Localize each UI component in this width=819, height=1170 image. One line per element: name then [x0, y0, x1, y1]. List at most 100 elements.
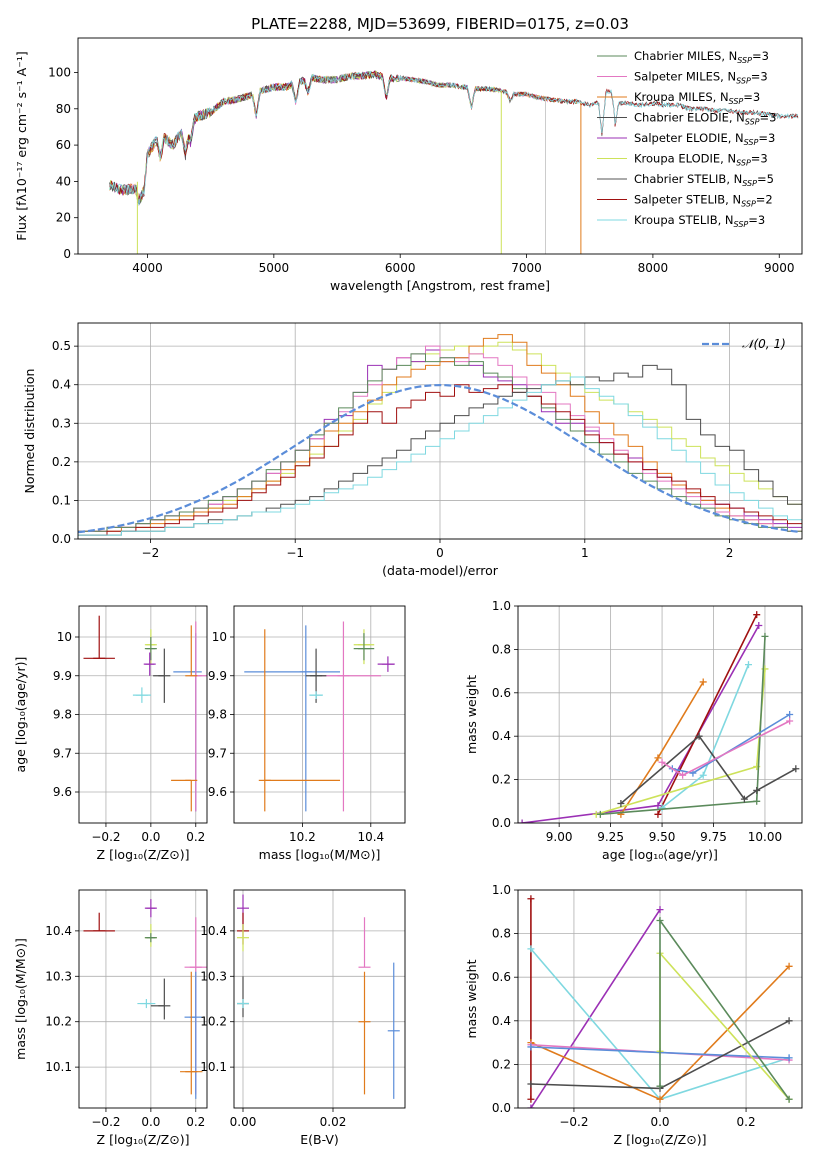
- x-tick-label: 0.2: [186, 1115, 205, 1129]
- y-tick-label: 100: [48, 65, 71, 79]
- y-tick-label: 0.6: [492, 686, 511, 700]
- x-tick-label: 10.2: [289, 830, 316, 844]
- y-tick-label: 9.7: [208, 746, 227, 760]
- axes-frame: 10.2 10.4 9.6 9.7 9.8 9.9 10 mass [log₁₀(M/M⊙)]: [208, 605, 406, 862]
- y-tick-label: 0.5: [52, 339, 71, 353]
- weight-marker: [699, 678, 707, 686]
- plot-area: [244, 621, 395, 812]
- y-tick-label: 0.1: [52, 493, 71, 507]
- weight-marker: [792, 765, 800, 773]
- plot-area: [109, 70, 799, 254]
- x-tick-label: 8000: [638, 261, 669, 275]
- y-tick-label: 9.8: [208, 708, 227, 722]
- x-axis-label: mass [log₁₀(M/M⊙)]: [259, 847, 381, 862]
- y-tick-label: 0: [63, 247, 71, 261]
- weight-marker: [658, 804, 666, 812]
- panel-residuals: −2 −1 0 1 2 0.0 0.1 0.2 0.3 0.4 0.5 (data-model)/er…: [22, 322, 803, 578]
- weight-marker: [761, 632, 769, 640]
- legend-label: Salpeter STELIB, NSSP=2: [634, 193, 773, 209]
- x-tick-label: 5000: [259, 261, 290, 275]
- weight-marker: [744, 661, 752, 669]
- legend-label: Chabrier STELIB, NSSP=5: [634, 172, 774, 188]
- x-tick-label: −2: [142, 546, 160, 560]
- axes-frame: −2 −1 0 1 2 0.0 0.1 0.2 0.3 0.4 0.5 (data-model)/er…: [22, 322, 803, 578]
- panel-weight_vs_Z: −0.2 0.0 0.2 0.0 0.2 0.4 0.6 0.8 1.0 Z [log₁₀(Z/Z…: [464, 883, 803, 1147]
- x-tick-label: 1: [581, 546, 589, 560]
- x-axis-label: wavelength [Angstrom, rest frame]: [330, 278, 550, 293]
- y-tick-label: 0.0: [492, 816, 511, 830]
- weight-marker: [596, 810, 604, 818]
- weight-marker: [699, 771, 707, 779]
- x-tick-label: 7000: [511, 261, 542, 275]
- weight-marker: [654, 802, 662, 810]
- x-tick-label: −1: [286, 546, 304, 560]
- y-tick-label: 9.6: [208, 785, 227, 799]
- y-axis-label: age [log₁₀(age/yr)]: [13, 657, 28, 773]
- y-tick-label: 9.9: [53, 669, 72, 683]
- y-tick-label: 9.7: [53, 746, 72, 760]
- x-tick-label: 0: [436, 546, 444, 560]
- y-tick-label: 1.0: [492, 883, 511, 897]
- weight-marker: [654, 754, 662, 762]
- axes-border: [77, 322, 803, 540]
- y-tick-label: 0.6: [492, 970, 511, 984]
- y-tick-label: 0.2: [52, 455, 71, 469]
- y-tick-label: 0.2: [492, 773, 511, 787]
- weight-line-1: [530, 909, 661, 1108]
- x-tick-label: −0.2: [91, 830, 120, 844]
- x-tick-label: −0.2: [91, 1115, 120, 1129]
- legend-label: Kroupa MILES, NSSP=3: [634, 90, 760, 106]
- y-axis-label: mass weight: [464, 959, 479, 1038]
- plot-area: [83, 899, 207, 1099]
- axes-frame: −0.2 0.0 0.2 0.0 0.2 0.4 0.6 0.8 1.0 Z [log₁₀(Z/Z…: [464, 883, 803, 1147]
- weight-marker: [527, 1080, 535, 1088]
- legend-label: 𝒩(0, 1): [742, 337, 786, 351]
- plot-area: [527, 895, 793, 1108]
- figure-title: PLATE=2288, MJD=53699, FIBERID=0175, z=0…: [251, 15, 629, 33]
- plot-area: [83, 615, 207, 812]
- x-tick-label: 0.2: [737, 1115, 756, 1129]
- x-tick-label: 2: [726, 546, 734, 560]
- y-tick-label: 0.0: [52, 532, 71, 546]
- weight-marker: [785, 1095, 793, 1103]
- y-tick-label: 0.4: [52, 378, 71, 392]
- x-tick-label: 9.75: [700, 830, 727, 844]
- x-tick-label: 6000: [385, 261, 416, 275]
- gaussian-curve: [78, 383, 800, 534]
- y-axis-label: mass weight: [464, 675, 479, 754]
- plot-area: [237, 894, 400, 1099]
- legend-label: Salpeter MILES, NSSP=3: [634, 70, 768, 86]
- weight-line-1: [657, 614, 758, 815]
- x-axis-label: Z [log₁₀(Z/Z⊙)]: [97, 1132, 190, 1147]
- axes-border: [233, 605, 406, 824]
- weight-marker: [654, 810, 662, 818]
- panel-mass_vs_Z: −0.2 0.0 0.2 10.1 10.2 10.3 10.4 Z [log₁₀(Z/Z⊙)…: [13, 889, 208, 1147]
- x-tick-label: 10.4: [357, 830, 384, 844]
- y-tick-label: 10.2: [45, 1015, 72, 1029]
- plot-area: [518, 611, 800, 823]
- panel-mass_vs_ebv: 0.00 0.02 10.1 10.2 10.3 10.4 E(B-V): [200, 889, 406, 1147]
- axes-border: [517, 605, 803, 824]
- x-tick-label: 0.0: [141, 830, 160, 844]
- x-tick-label: 0.00: [230, 1115, 257, 1129]
- weight-marker: [656, 1082, 664, 1090]
- axes-frame: −0.2 0.0 0.2 9.6 9.7 9.8 9.9 10 Z [log₁₀(Z/Z⊙)] a…: [13, 605, 208, 862]
- legend-label: Chabrier MILES, NSSP=3: [634, 49, 769, 65]
- weight-marker: [527, 945, 535, 953]
- x-tick-label: 10.00: [748, 830, 782, 844]
- weight-marker: [658, 758, 666, 766]
- y-tick-label: 10: [57, 630, 72, 644]
- y-tick-label: 0.4: [492, 1014, 511, 1028]
- weight-marker: [786, 717, 794, 725]
- y-tick-label: 0.0: [492, 1101, 511, 1115]
- y-tick-label: 20: [56, 211, 71, 225]
- y-tick-label: 10.1: [45, 1060, 72, 1074]
- weight-marker: [527, 895, 535, 903]
- y-tick-label: 0.8: [492, 642, 511, 656]
- weight-marker: [785, 962, 793, 970]
- y-axis-label: Flux [fλ10⁻¹⁷ erg cm⁻² s⁻¹ A⁻¹]: [14, 51, 29, 240]
- y-tick-label: 9.6: [53, 785, 72, 799]
- weight-marker: [785, 1017, 793, 1025]
- y-tick-label: 0.2: [492, 1057, 511, 1071]
